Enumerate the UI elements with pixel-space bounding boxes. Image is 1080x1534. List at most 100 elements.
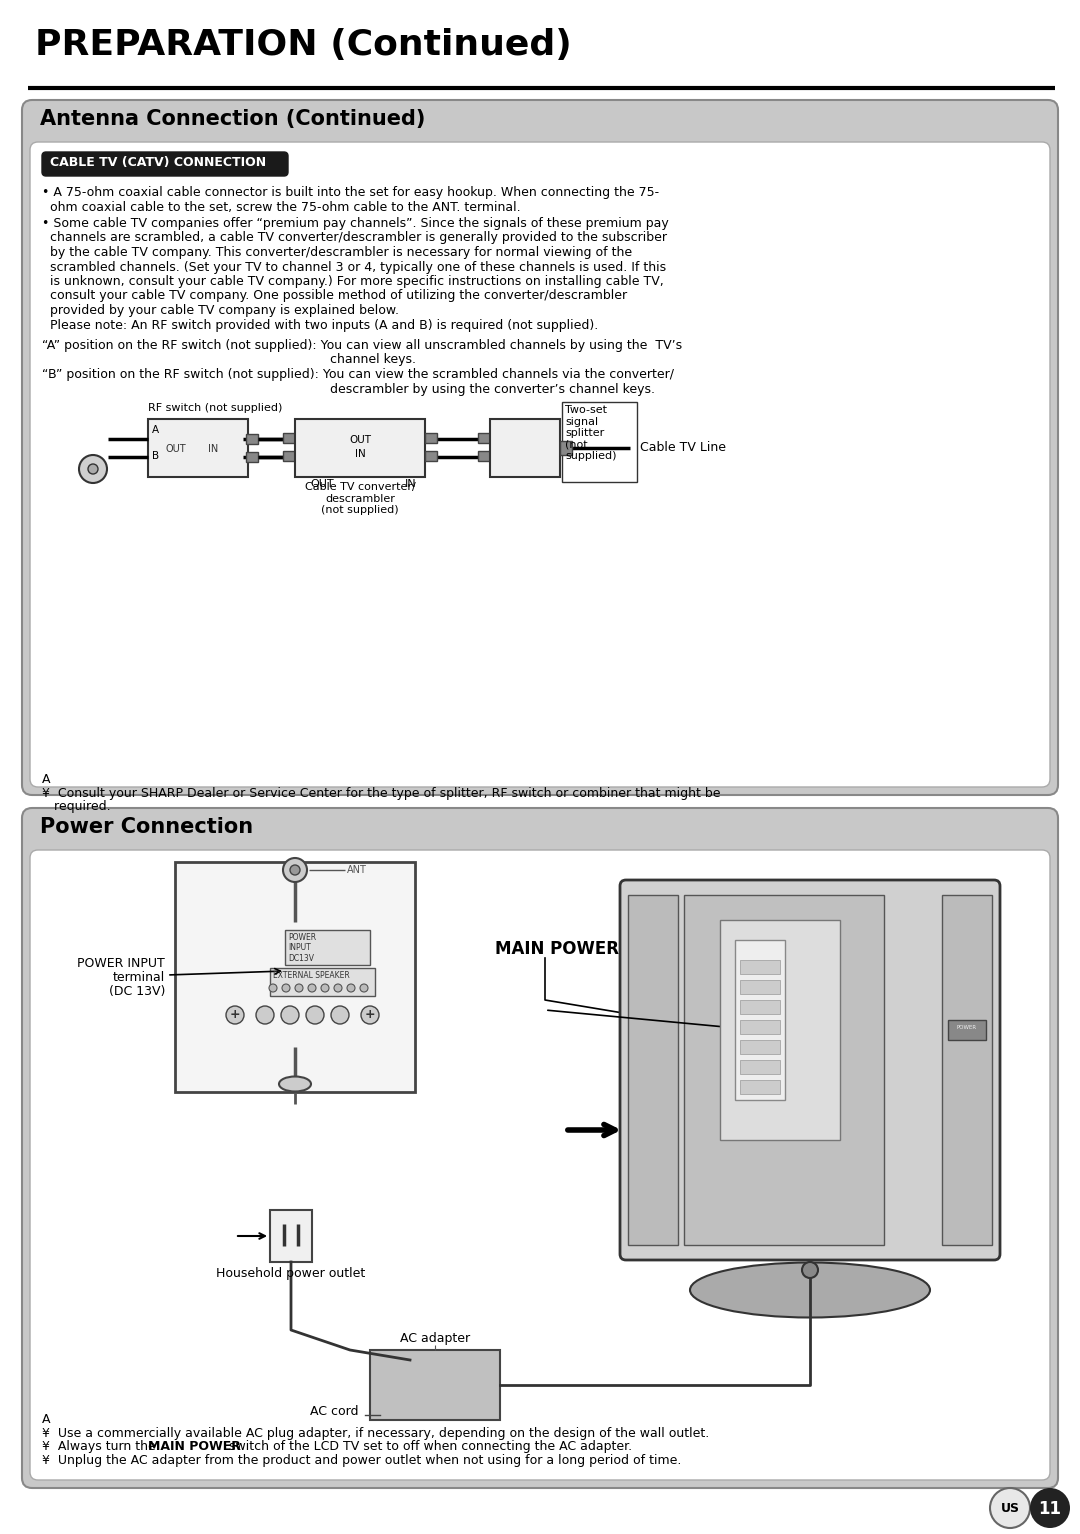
- Circle shape: [281, 1006, 299, 1025]
- Text: by the cable TV company. This converter/descrambler is necessary for normal view: by the cable TV company. This converter/…: [42, 245, 632, 259]
- Bar: [175, 862, 415, 1092]
- Bar: [561, 440, 572, 456]
- Text: B: B: [152, 451, 159, 462]
- Bar: [270, 968, 375, 996]
- Text: ¥  Always turn the: ¥ Always turn the: [42, 1440, 160, 1453]
- Text: 11: 11: [1039, 1500, 1062, 1519]
- Bar: [285, 930, 370, 965]
- Text: ¥  Use a commercially available AC plug adapter, if necessary, depending on the : ¥ Use a commercially available AC plug a…: [42, 1427, 710, 1440]
- Bar: [478, 433, 490, 443]
- Bar: [562, 402, 637, 482]
- FancyBboxPatch shape: [30, 143, 1050, 787]
- Text: “B” position on the RF switch (not supplied): You can view the scrambled channel: “B” position on the RF switch (not suppl…: [42, 368, 674, 380]
- Bar: [684, 894, 885, 1246]
- Circle shape: [295, 983, 303, 992]
- Text: IN: IN: [405, 479, 417, 489]
- Text: is unknown, consult your cable TV company.) For more specific instructions on in: is unknown, consult your cable TV compan…: [42, 275, 664, 288]
- Text: Please note: An RF switch provided with two inputs (A and B) is required (not su: Please note: An RF switch provided with …: [42, 319, 598, 331]
- Bar: [426, 433, 437, 443]
- Circle shape: [291, 865, 300, 874]
- Bar: [246, 453, 258, 462]
- Text: required.: required.: [42, 801, 110, 813]
- Text: • A 75-ohm coaxial cable connector is built into the set for easy hookup. When c: • A 75-ohm coaxial cable connector is bu…: [42, 186, 659, 199]
- Circle shape: [802, 1262, 818, 1278]
- Text: AC adapter: AC adapter: [400, 1332, 470, 1345]
- Text: US: US: [1000, 1502, 1020, 1516]
- Text: POWER
INPUT
DC13V: POWER INPUT DC13V: [288, 933, 316, 963]
- Text: scrambled channels. (Set your TV to channel 3 or 4, typically one of these chann: scrambled channels. (Set your TV to chan…: [42, 261, 666, 273]
- Circle shape: [321, 983, 329, 992]
- Circle shape: [308, 983, 316, 992]
- Circle shape: [87, 463, 98, 474]
- Bar: [740, 1040, 780, 1054]
- Text: Two-set
signal
splitter
(not
supplied): Two-set signal splitter (not supplied): [565, 405, 617, 462]
- Bar: [270, 1210, 312, 1262]
- Circle shape: [347, 983, 355, 992]
- FancyBboxPatch shape: [22, 100, 1058, 795]
- Text: RF switch (not supplied): RF switch (not supplied): [148, 403, 282, 413]
- Bar: [948, 1020, 986, 1040]
- Text: MAIN POWER: MAIN POWER: [148, 1440, 241, 1453]
- FancyBboxPatch shape: [620, 881, 1000, 1259]
- Bar: [740, 1000, 780, 1014]
- Bar: [735, 940, 785, 1100]
- Bar: [740, 960, 780, 974]
- Text: +: +: [230, 1008, 241, 1022]
- Text: ohm coaxial cable to the set, screw the 75-ohm cable to the ANT. terminal.: ohm coaxial cable to the set, screw the …: [42, 201, 521, 213]
- Text: terminal: terminal: [112, 971, 165, 983]
- Bar: [740, 1060, 780, 1074]
- Circle shape: [282, 983, 291, 992]
- Circle shape: [361, 1006, 379, 1025]
- Circle shape: [283, 858, 307, 882]
- FancyBboxPatch shape: [30, 850, 1050, 1480]
- FancyBboxPatch shape: [22, 808, 1058, 1488]
- Text: PREPARATION (Continued): PREPARATION (Continued): [35, 28, 571, 61]
- Text: channels are scrambled, a cable TV converter/descrambler is generally provided t: channels are scrambled, a cable TV conve…: [42, 232, 667, 244]
- Text: “A” position on the RF switch (not supplied): You can view all unscrambled chann: “A” position on the RF switch (not suppl…: [42, 339, 683, 351]
- Bar: [283, 451, 295, 462]
- Text: EXTERNAL SPEAKER: EXTERNAL SPEAKER: [273, 971, 350, 980]
- Ellipse shape: [279, 1077, 311, 1092]
- Circle shape: [79, 456, 107, 483]
- Text: A: A: [42, 1413, 51, 1427]
- Text: switch of the LCD TV set to off when connecting the AC adapter.: switch of the LCD TV set to off when con…: [225, 1440, 632, 1453]
- Circle shape: [226, 1006, 244, 1025]
- Text: OUT: OUT: [349, 436, 372, 445]
- Bar: [246, 434, 258, 443]
- Text: consult your cable TV company. One possible method of utilizing the converter/de: consult your cable TV company. One possi…: [42, 290, 627, 302]
- Circle shape: [990, 1488, 1030, 1528]
- Bar: [478, 451, 490, 462]
- Text: AC cord: AC cord: [310, 1405, 359, 1417]
- Text: Power Connection: Power Connection: [40, 818, 253, 838]
- Text: descrambler by using the converter’s channel keys.: descrambler by using the converter’s cha…: [42, 382, 654, 396]
- Bar: [283, 433, 295, 443]
- Bar: [740, 980, 780, 994]
- Text: A: A: [152, 425, 159, 436]
- Text: MAIN POWER: MAIN POWER: [495, 940, 619, 959]
- Text: Cable TV Line: Cable TV Line: [640, 440, 726, 454]
- Ellipse shape: [690, 1262, 930, 1318]
- Circle shape: [330, 1006, 349, 1025]
- Text: IN: IN: [354, 449, 365, 459]
- Circle shape: [306, 1006, 324, 1025]
- Text: provided by your cable TV company is explained below.: provided by your cable TV company is exp…: [42, 304, 399, 318]
- Bar: [942, 894, 993, 1246]
- FancyBboxPatch shape: [42, 152, 288, 176]
- Text: Cable TV converter/
descrambler
(not supplied): Cable TV converter/ descrambler (not sup…: [305, 482, 416, 515]
- Text: POWER: POWER: [957, 1025, 977, 1029]
- Text: A: A: [42, 773, 51, 785]
- Bar: [148, 419, 248, 477]
- Bar: [720, 920, 840, 1140]
- Text: channel keys.: channel keys.: [42, 353, 416, 367]
- Text: • Some cable TV companies offer “premium pay channels”. Since the signals of the: • Some cable TV companies offer “premium…: [42, 216, 669, 230]
- Circle shape: [334, 983, 342, 992]
- Bar: [370, 1350, 500, 1420]
- Circle shape: [269, 983, 276, 992]
- Bar: [740, 1020, 780, 1034]
- Text: Antenna Connection (Continued): Antenna Connection (Continued): [40, 109, 426, 129]
- Text: ¥  Consult your SHARP Dealer or Service Center for the type of splitter, RF swit: ¥ Consult your SHARP Dealer or Service C…: [42, 787, 720, 801]
- Text: CABLE TV (CATV) CONNECTION: CABLE TV (CATV) CONNECTION: [50, 156, 266, 169]
- Circle shape: [1030, 1488, 1070, 1528]
- Text: OUT: OUT: [166, 443, 187, 454]
- Bar: [740, 1080, 780, 1094]
